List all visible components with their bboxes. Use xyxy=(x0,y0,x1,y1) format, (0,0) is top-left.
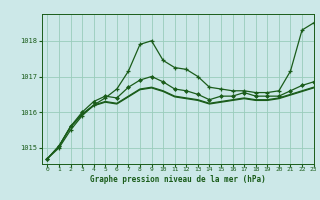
X-axis label: Graphe pression niveau de la mer (hPa): Graphe pression niveau de la mer (hPa) xyxy=(90,175,266,184)
